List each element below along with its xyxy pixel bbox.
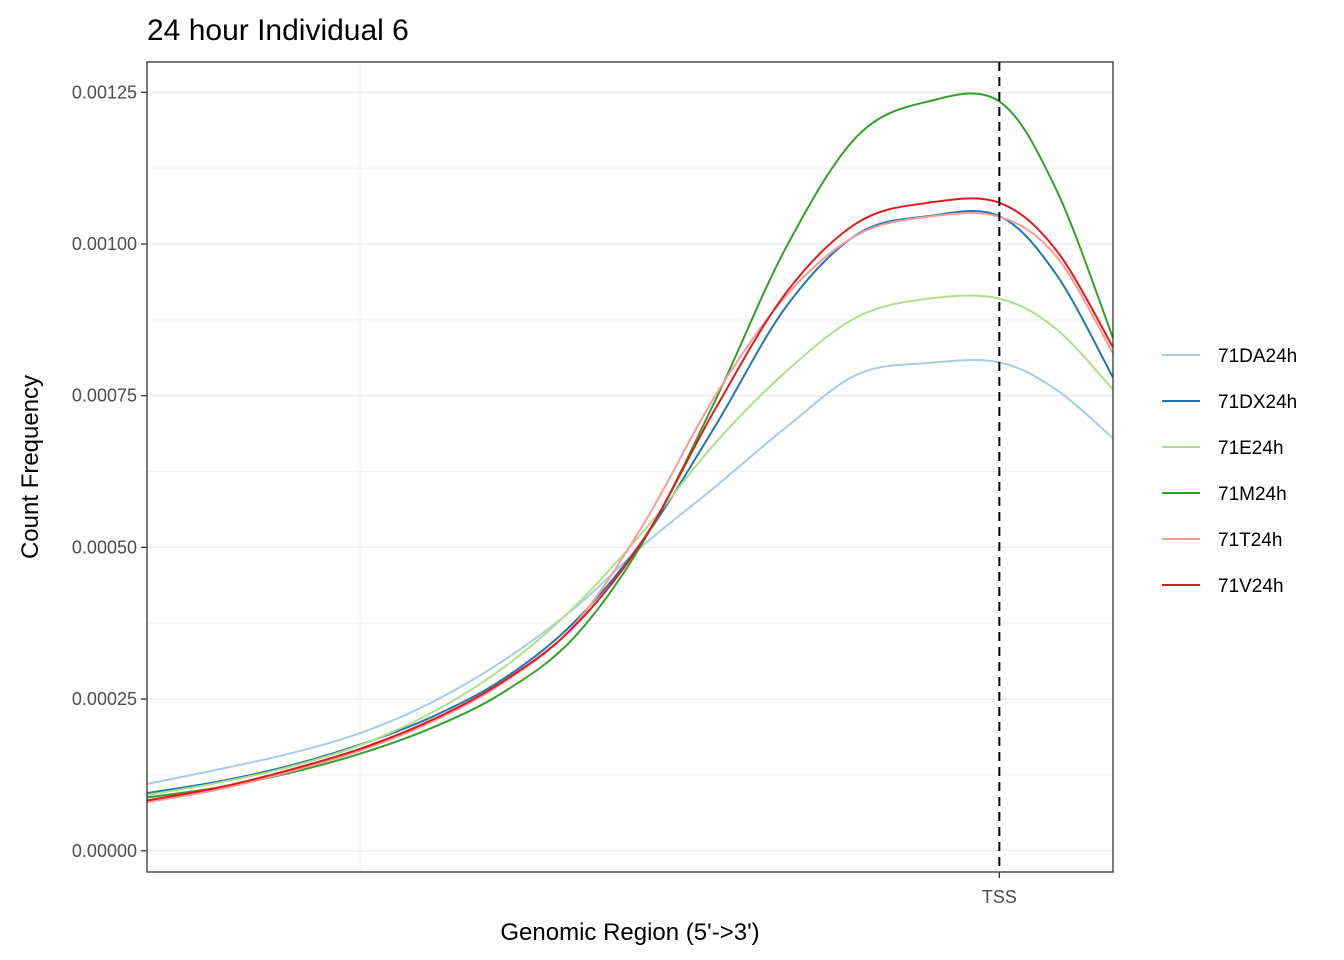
- series-line-71DA24h: [146, 359, 1114, 785]
- y-axis-title: Count Frequency: [17, 375, 44, 559]
- x-axis-title: Genomic Region (5'->3'): [500, 919, 759, 946]
- series-line-71V24h: [146, 197, 1114, 802]
- series-line-71T24h: [146, 212, 1114, 804]
- chart-title: 24 hour Individual 6: [147, 14, 409, 47]
- y-tick-label: 0.00050: [72, 537, 137, 557]
- grid-minor: [147, 62, 1113, 872]
- y-tick-label: 0.00025: [72, 689, 137, 709]
- legend-label: 71DA24h: [1218, 346, 1297, 367]
- series-line-71E24h: [146, 294, 1114, 796]
- y-axis: 0.00000 0.00025 0.00050 0.00075 0.00100 0.001…: [72, 82, 147, 861]
- y-tick-label: 0.00125: [72, 82, 137, 102]
- y-tick-label: 0.00000: [72, 841, 137, 861]
- legend-label: 71DX24h: [1218, 392, 1297, 413]
- legend: 71DA24h 71DX24h 71E24h 71M24h 71T24h 71V24h: [1162, 346, 1297, 597]
- y-tick-label: 0.00075: [72, 386, 137, 406]
- y-tick-label: 0.00100: [72, 234, 137, 254]
- legend-label: 71M24h: [1218, 484, 1287, 505]
- legend-label: 71E24h: [1218, 438, 1284, 459]
- x-axis: TSS: [982, 872, 1017, 907]
- panel-border: [146, 61, 1114, 873]
- legend-label: 71V24h: [1218, 576, 1284, 597]
- x-tick-label: TSS: [982, 887, 1017, 907]
- series-line-71DX24h: [146, 210, 1114, 795]
- legend-label: 71T24h: [1218, 530, 1282, 551]
- series-layer: [146, 92, 1114, 804]
